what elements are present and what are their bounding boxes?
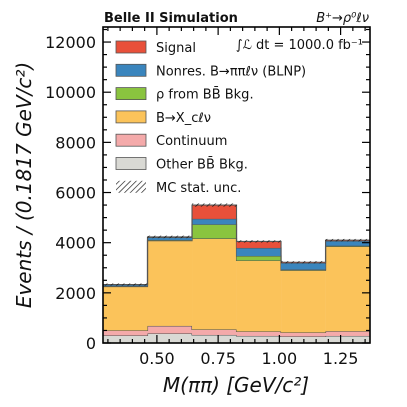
bar-b-x-c-bin-1 [103,286,148,331]
bar-b-x-c-bin-2 [147,240,193,326]
histogram-layers [103,204,370,343]
legend-label-mc-stat-unc: MC stat. unc. [156,181,241,196]
bar-from-bb-bkg-bin-4 [236,255,282,261]
mc-unc-band-bin-1 [103,283,148,286]
bar-from-bb-bkg-bin-3 [192,224,237,239]
y-tick-label: 6000 [55,184,96,203]
legend-label-b-x-c: B→X_cℓν [156,111,211,126]
outline-signal [103,204,370,286]
bar-other-bb-bkg-bin-4 [236,335,282,343]
legend-label-continuum: Continuum [156,134,227,149]
mc-unc-band-bin-5 [281,261,326,264]
y-tick-label: 12000 [45,33,96,52]
series-b-x-c [103,237,370,333]
mc-unc-band-bin-2 [147,235,193,239]
y-tick-label: 2000 [55,284,96,303]
mc-unc-band-bin-4 [236,240,282,243]
bar-nonres-b-blnp-bin-5 [281,262,326,270]
bar-signal-bin-4 [236,241,282,248]
bar-b-x-c-bin-5 [281,270,326,333]
x-tick-label: 1.25 [323,349,359,368]
bar-b-x-c-bin-6 [325,246,370,332]
bar-continuum-bin-6 [325,331,370,336]
legend-swatch-nonres-b-blnp [115,63,147,77]
y-tick-label: 8000 [55,133,96,152]
bar-nonres-b-blnp-bin-2 [147,237,193,240]
legend-swatch-from-bb-bkg [115,87,147,100]
bar-other-bb-bkg-bin-3 [192,334,237,343]
experiment-label: Belle II Simulation [104,11,238,26]
x-tick-label: 1.00 [262,349,298,368]
y-tick-label: 4000 [55,234,96,253]
x-axis-label: M(ππ) [GeV/c²] [163,373,309,397]
bar-nonres-b-blnp-bin-3 [192,218,237,225]
bar-nonres-b-blnp-bin-6 [325,240,370,246]
plot-frame [102,26,371,344]
channel-label: B⁺→ρ⁰ℓν [316,11,369,26]
bar-continuum-bin-4 [236,331,282,336]
bar-b-x-c-bin-4 [236,260,282,332]
bar-nonres-b-blnp-bin-4 [236,247,282,256]
bar-other-bb-bkg-bin-1 [103,335,148,343]
legend-label-from-bb-bkg: ρ from BB̄ Bkg. [156,87,254,102]
mc-unc-band-bin-6 [325,238,370,242]
legend: Signal Nonres. B→ππℓν (BLNP) ρ from BB̄ Bk… [115,40,306,196]
y-axis-label: Events / (0.1817 GeV/c²) [12,62,36,308]
bar-continuum-bin-1 [103,330,148,336]
x-axis-ticks: 0.50 0.75 1.00 1.25 [107,27,366,368]
uncertainty-bands [103,203,370,286]
bar-other-bb-bkg-bin-2 [147,333,193,343]
bar-other-bb-bkg-bin-6 [325,335,370,343]
legend-label-other-bb-bkg: Other BB̄ Bkg. [156,157,248,172]
legend-swatch-mc-stat-unc [116,180,146,193]
luminosity-label: ∫ℒ dt = 1000.0 fb⁻¹ [236,38,363,53]
legend-swatch-continuum [115,133,147,147]
bar-continuum-bin-2 [147,325,193,334]
legend-swatch-signal [115,40,147,54]
bar-continuum-bin-5 [281,332,326,337]
bar-signal-bin-3 [192,205,237,219]
mc-unc-band-bin-3 [192,203,237,207]
x-tick-label: 0.50 [139,349,175,368]
legend-swatch-b-x-c [115,110,147,124]
bar-b-x-c-bin-3 [192,238,237,330]
y-tick-label: 0 [86,334,96,353]
y-axis-ticks: 0 2000 4000 6000 8000 10000 12000 [45,28,370,353]
legend-swatch-other-bb-bkg [115,157,147,170]
bar-continuum-bin-3 [192,329,237,335]
legend-label-signal: Signal [156,41,196,56]
x-tick-label: 0.75 [200,349,236,368]
legend-label-nonres-b-blnp: Nonres. B→ππℓν (BLNP) [156,64,306,79]
y-tick-label: 10000 [45,83,96,102]
